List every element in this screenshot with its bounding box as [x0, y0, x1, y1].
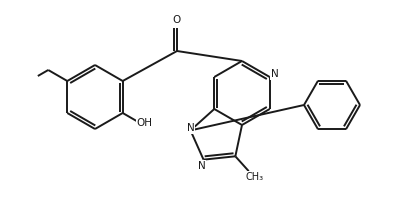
Text: OH: OH — [137, 118, 152, 128]
Text: N: N — [187, 123, 194, 133]
Text: CH₃: CH₃ — [245, 172, 263, 182]
Text: N: N — [198, 161, 206, 171]
Text: N: N — [271, 69, 279, 79]
Text: O: O — [173, 15, 181, 25]
